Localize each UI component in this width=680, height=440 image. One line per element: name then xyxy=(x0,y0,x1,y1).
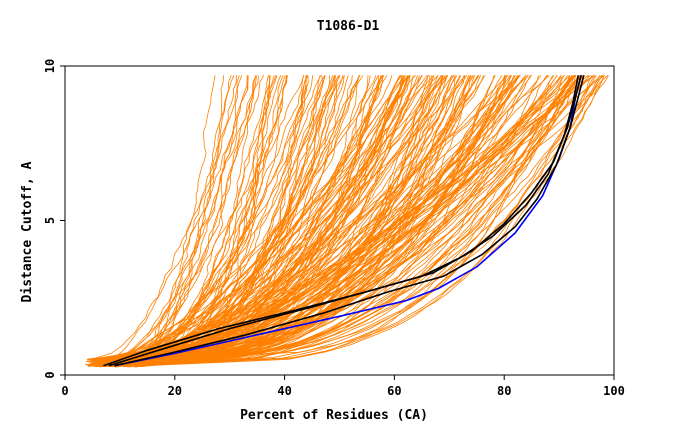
y-axis: 0 5 10 xyxy=(43,59,65,379)
model-curve xyxy=(102,74,565,361)
model-curve xyxy=(97,75,439,362)
model-curve xyxy=(112,75,382,365)
model-curve xyxy=(130,75,340,366)
model-curve xyxy=(129,75,581,367)
model-curve xyxy=(93,75,385,366)
model-curve xyxy=(120,75,388,361)
model-curve xyxy=(104,75,465,367)
model-curve xyxy=(129,75,409,363)
model-curve xyxy=(128,75,458,360)
model-curve xyxy=(94,75,326,363)
model-curve xyxy=(130,75,235,367)
model-curve xyxy=(136,75,571,361)
x-tick-label: 40 xyxy=(277,384,291,398)
model-curve xyxy=(126,75,287,367)
model-curve xyxy=(123,75,605,367)
model-curve xyxy=(132,75,486,364)
plot-area xyxy=(64,65,615,376)
model-curve xyxy=(112,75,240,360)
model-curve xyxy=(112,75,581,365)
model-curve xyxy=(116,75,405,364)
model-curve xyxy=(92,75,403,366)
model-curve xyxy=(112,75,549,366)
model-curve xyxy=(107,75,344,360)
model-curve xyxy=(136,75,216,360)
model-curve xyxy=(107,75,609,367)
model-curve xyxy=(112,75,576,368)
model-curve xyxy=(105,75,605,366)
model-curve xyxy=(108,75,581,360)
model-curve xyxy=(107,75,257,367)
model-curve xyxy=(96,75,519,367)
model-curve xyxy=(118,75,257,365)
model-curve xyxy=(135,75,326,363)
model-curve xyxy=(95,75,553,367)
model-curve xyxy=(106,75,448,365)
model-curve xyxy=(107,75,428,365)
x-tick-label: 100 xyxy=(603,384,625,398)
x-tick-label: 80 xyxy=(497,384,511,398)
model-curve xyxy=(117,75,416,367)
model-curve xyxy=(87,75,307,360)
model-curve xyxy=(129,75,455,360)
model-curve xyxy=(87,75,243,361)
model-curve xyxy=(120,75,466,365)
x-tick-label: 20 xyxy=(168,384,182,398)
model-curve xyxy=(91,75,449,361)
x-tick-label: 0 xyxy=(61,384,68,398)
model-curve xyxy=(137,75,360,360)
model-curve xyxy=(119,75,224,363)
model-curve xyxy=(130,75,573,359)
x-axis-label: Percent of Residues (CA) xyxy=(240,408,428,423)
model-curve xyxy=(105,75,511,360)
x-axis: 0 20 40 60 80 100 xyxy=(61,375,625,398)
model-curve xyxy=(132,75,585,363)
model-curve xyxy=(87,75,309,367)
model-curve xyxy=(137,75,289,360)
model-curve xyxy=(117,75,575,359)
model-curve xyxy=(101,75,430,367)
y-axis-label: Distance Cutoff, A xyxy=(20,161,35,302)
series-line-3 xyxy=(108,75,582,367)
model-curve xyxy=(107,75,339,362)
series-line-4 xyxy=(114,75,585,367)
y-tick-label: 0 xyxy=(43,371,57,378)
model-curve xyxy=(90,75,428,365)
model-curve xyxy=(114,75,369,363)
model-curve xyxy=(97,75,583,364)
model-curve xyxy=(119,75,511,363)
model-curve xyxy=(119,74,596,361)
series-curves xyxy=(103,75,585,367)
model-curve xyxy=(98,75,304,366)
model-curve xyxy=(110,75,360,362)
model-curve xyxy=(110,75,402,359)
model-curve xyxy=(140,75,271,364)
y-tick-label: 10 xyxy=(43,59,57,73)
model-curve xyxy=(134,75,314,360)
model-curve xyxy=(135,75,555,367)
model-curve xyxy=(134,75,577,366)
model-curve xyxy=(114,75,562,368)
model-curve xyxy=(109,75,305,362)
model-curve xyxy=(105,75,479,368)
x-tick-label: 60 xyxy=(387,384,401,398)
model-curve xyxy=(114,74,595,361)
model-curve xyxy=(127,75,565,368)
model-curve xyxy=(127,75,377,365)
y-tick-label: 5 xyxy=(43,217,57,224)
background-curves xyxy=(84,74,609,368)
model-curve xyxy=(106,75,575,365)
model-curve xyxy=(136,75,249,359)
model-curve xyxy=(95,75,278,364)
model-curve xyxy=(90,75,341,361)
chart-title: T1086-D1 xyxy=(317,19,380,34)
model-curve xyxy=(124,75,475,363)
model-curve xyxy=(116,75,334,366)
model-curve xyxy=(88,75,257,362)
